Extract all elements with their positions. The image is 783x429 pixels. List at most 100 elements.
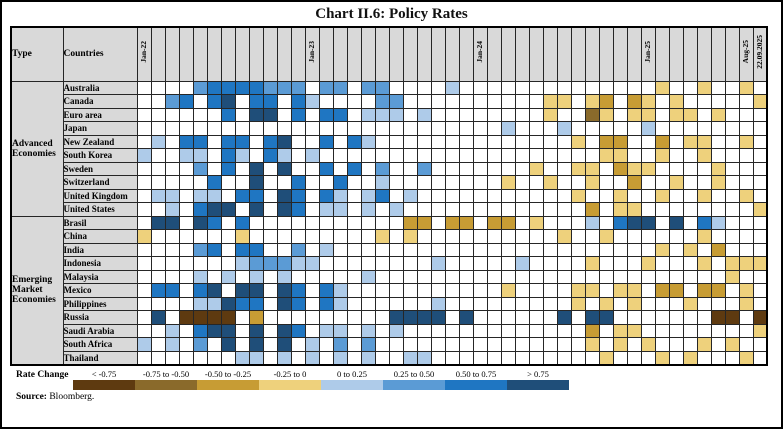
countries-column-header: Countries	[62, 26, 138, 82]
rate-cell	[626, 256, 642, 271]
rate-cell	[752, 296, 768, 311]
rate-cell	[360, 107, 376, 122]
rate-cell	[752, 310, 768, 325]
rate-cell	[584, 269, 600, 284]
rate-cell	[248, 323, 264, 338]
rate-cell	[514, 215, 530, 230]
rate-cell	[402, 350, 418, 365]
rate-cell	[178, 121, 194, 136]
legend-bin: -0.25 to 0	[259, 369, 321, 390]
rate-cell	[570, 80, 586, 95]
rate-cell	[542, 269, 558, 284]
rate-cell	[290, 283, 306, 298]
rate-cell	[682, 175, 698, 190]
country-label-cell: South Africa	[62, 337, 138, 352]
country-label-cell: New Zealand	[62, 134, 138, 149]
rate-cell	[164, 242, 180, 257]
rate-cell	[178, 256, 194, 271]
rate-cell	[514, 283, 530, 298]
rate-cell	[724, 202, 740, 217]
rate-cell	[290, 202, 306, 217]
rate-cell	[388, 229, 404, 244]
rate-cell	[220, 80, 236, 95]
rate-cell	[290, 256, 306, 271]
rate-cell	[528, 107, 544, 122]
rate-cell	[654, 215, 670, 230]
rate-cell	[738, 161, 754, 176]
rate-cell	[416, 80, 432, 95]
rate-cell	[136, 350, 152, 365]
rate-cell	[402, 202, 418, 217]
legend-bin-label: 0.50 to 0.75	[455, 368, 497, 379]
rate-cell	[206, 283, 222, 298]
rate-cell	[738, 202, 754, 217]
rate-cell	[206, 323, 222, 338]
rate-cell	[318, 121, 334, 136]
rate-cell	[262, 161, 278, 176]
legend-bin-label: -0.75 to -0.50	[142, 368, 190, 379]
rate-cell	[696, 202, 712, 217]
rate-cell	[500, 337, 516, 352]
rate-cell	[416, 283, 432, 298]
rate-cell	[472, 148, 488, 163]
rate-cell	[206, 215, 222, 230]
rate-cell	[710, 350, 726, 365]
rate-cell	[598, 269, 614, 284]
rate-cell	[752, 242, 768, 257]
rate-cell	[654, 310, 670, 325]
rate-cell	[346, 242, 362, 257]
rate-cell	[374, 188, 390, 203]
rate-cell	[164, 350, 180, 365]
rate-cell	[360, 283, 376, 298]
rate-cell	[472, 134, 488, 149]
legend-bin-label: > 0.75	[527, 368, 549, 379]
rate-cell	[318, 229, 334, 244]
rate-cell	[346, 310, 362, 325]
rate-cell	[318, 337, 334, 352]
rate-cell	[514, 161, 530, 176]
month-column-header	[430, 26, 446, 82]
rate-cell	[514, 229, 530, 244]
rate-cell	[332, 283, 348, 298]
month-column-header	[346, 26, 362, 82]
rate-cell	[710, 215, 726, 230]
legend-swatch	[197, 379, 259, 390]
rate-cell	[542, 256, 558, 271]
rate-cell	[332, 296, 348, 311]
rate-cell	[332, 161, 348, 176]
rate-cell	[178, 229, 194, 244]
rate-cell	[262, 215, 278, 230]
rate-cell	[430, 229, 446, 244]
rate-cell	[164, 269, 180, 284]
rate-cell	[724, 148, 740, 163]
rate-cell	[528, 229, 544, 244]
rate-cell	[234, 229, 250, 244]
rate-cell	[150, 283, 166, 298]
rate-cell	[486, 310, 502, 325]
rate-cell	[192, 310, 208, 325]
rate-cell	[206, 148, 222, 163]
rate-cell	[598, 148, 614, 163]
rate-cell	[738, 242, 754, 257]
country-row: United Kingdom	[11, 188, 768, 203]
rate-cell	[304, 94, 320, 109]
month-column-header: 22.09.2025	[752, 26, 768, 82]
country-row: Euro area	[11, 107, 768, 122]
rate-cell	[584, 107, 600, 122]
rate-cell	[206, 161, 222, 176]
rate-cell	[402, 242, 418, 257]
rate-cell	[248, 350, 264, 365]
rate-cell	[724, 188, 740, 203]
rate-cell	[346, 337, 362, 352]
rate-cell	[220, 256, 236, 271]
rate-cell	[388, 215, 404, 230]
rate-cell	[192, 269, 208, 284]
rate-cell	[626, 229, 642, 244]
rate-cell	[290, 94, 306, 109]
rate-cell	[640, 242, 656, 257]
month-column-header: Jan-25	[640, 26, 656, 82]
rate-cell	[472, 80, 488, 95]
month-column-header	[514, 26, 530, 82]
rate-cell	[136, 256, 152, 271]
rate-cell	[710, 296, 726, 311]
